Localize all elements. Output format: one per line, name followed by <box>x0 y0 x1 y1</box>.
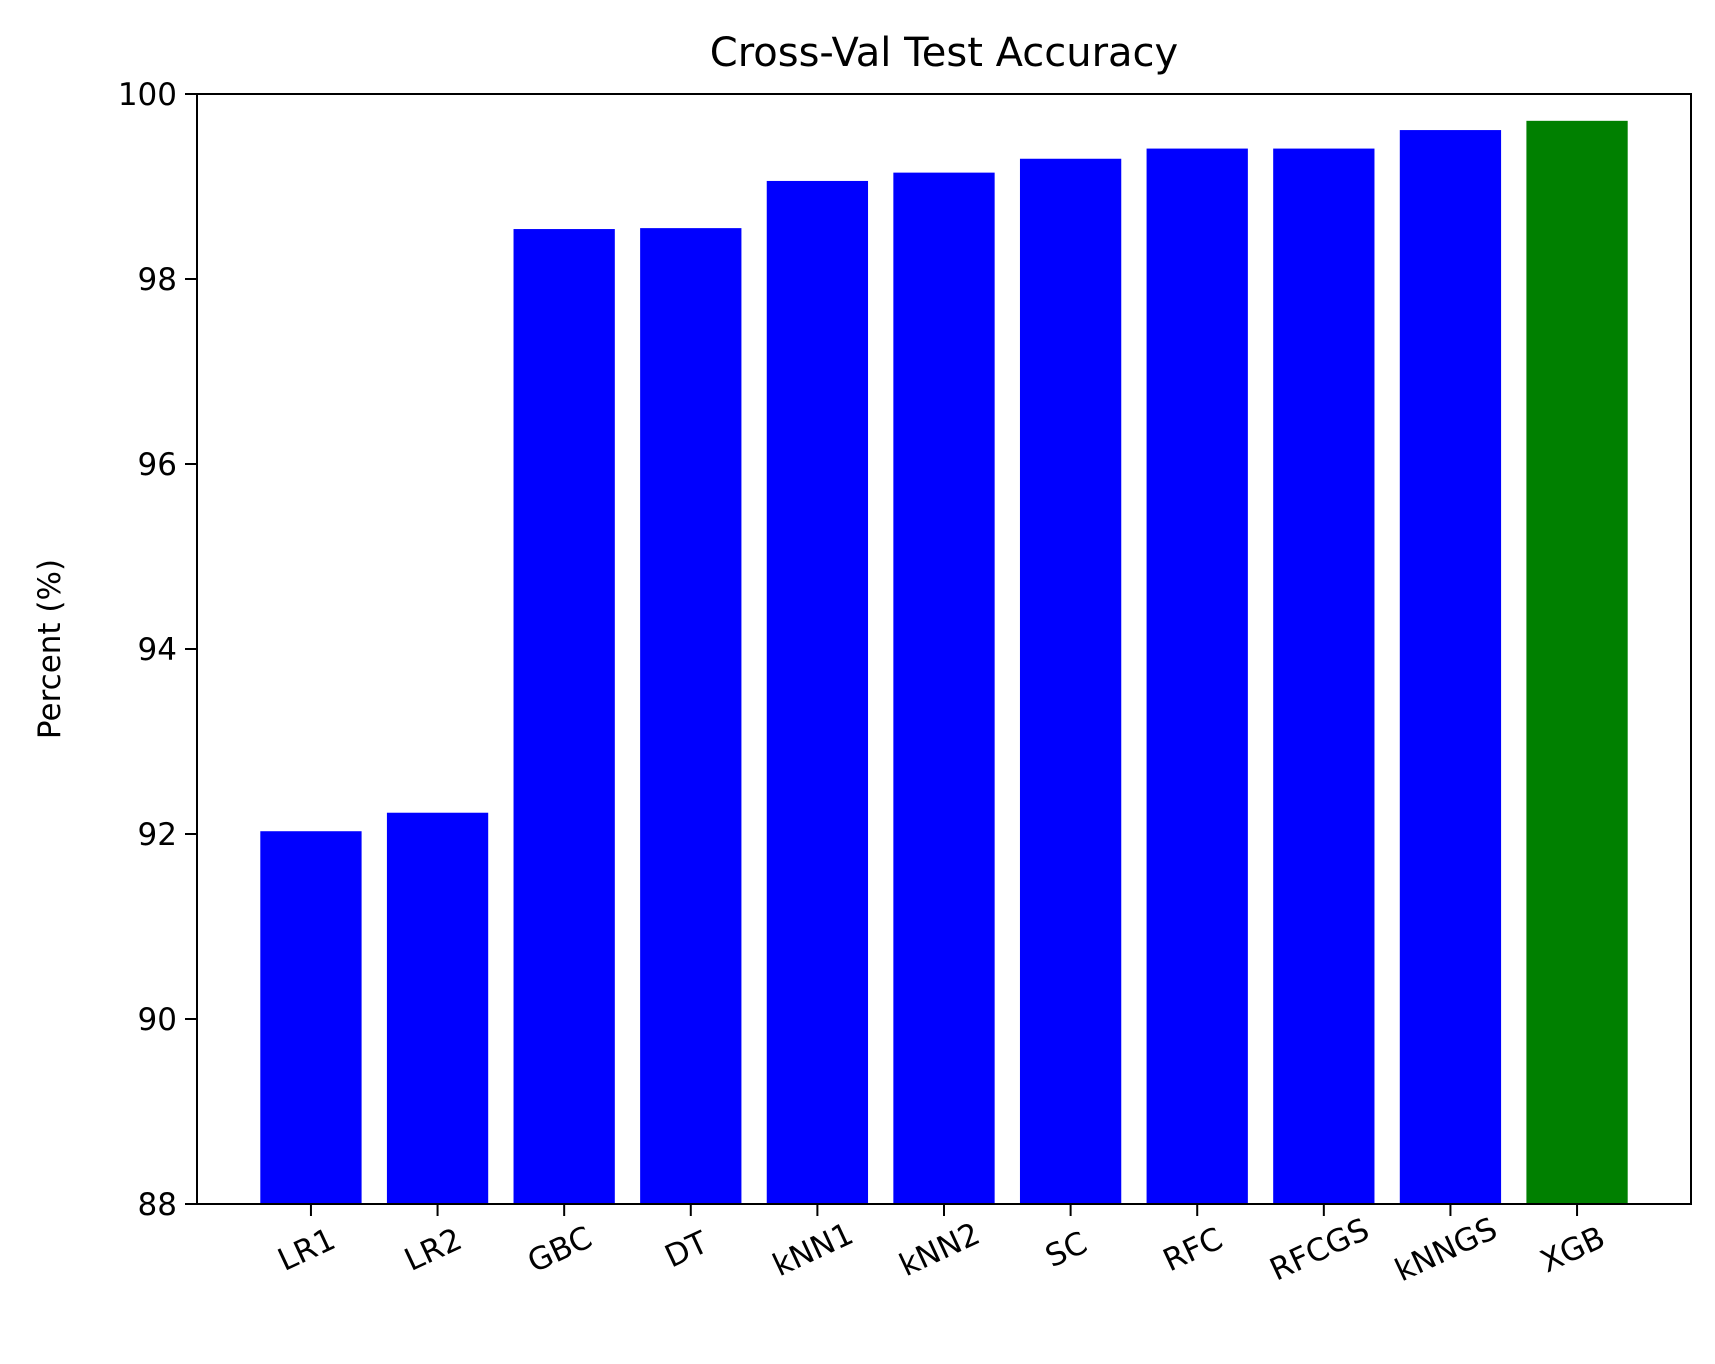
y-tick-label: 94 <box>138 632 177 668</box>
y-axis: 88 90 92 94 96 98 100 <box>118 77 197 1223</box>
bar-gbc <box>513 229 615 1205</box>
y-tick-label: 92 <box>138 817 177 853</box>
bar-knn2 <box>893 172 995 1204</box>
y-tick-label: 88 <box>138 1187 177 1223</box>
bar-rfc <box>1146 148 1248 1205</box>
bar-xgb <box>1526 120 1628 1205</box>
bars-layer <box>260 120 1628 1205</box>
y-tick-label: 98 <box>138 262 177 298</box>
y-tick-label: 100 <box>118 77 177 113</box>
bar-lr1 <box>260 831 362 1204</box>
bar-knn1 <box>766 180 869 1204</box>
bar-dt <box>640 228 742 1204</box>
y-tick-label: 96 <box>138 447 177 483</box>
bar-knngs <box>1399 130 1502 1205</box>
y-axis-label: Percent (%) <box>32 559 68 739</box>
bar-rfcgs <box>1273 148 1375 1205</box>
bar-lr2 <box>386 812 489 1204</box>
bar-sc <box>1019 158 1122 1204</box>
chart-title: Cross-Val Test Accuracy <box>710 30 1178 76</box>
y-tick-label: 90 <box>138 1002 177 1038</box>
